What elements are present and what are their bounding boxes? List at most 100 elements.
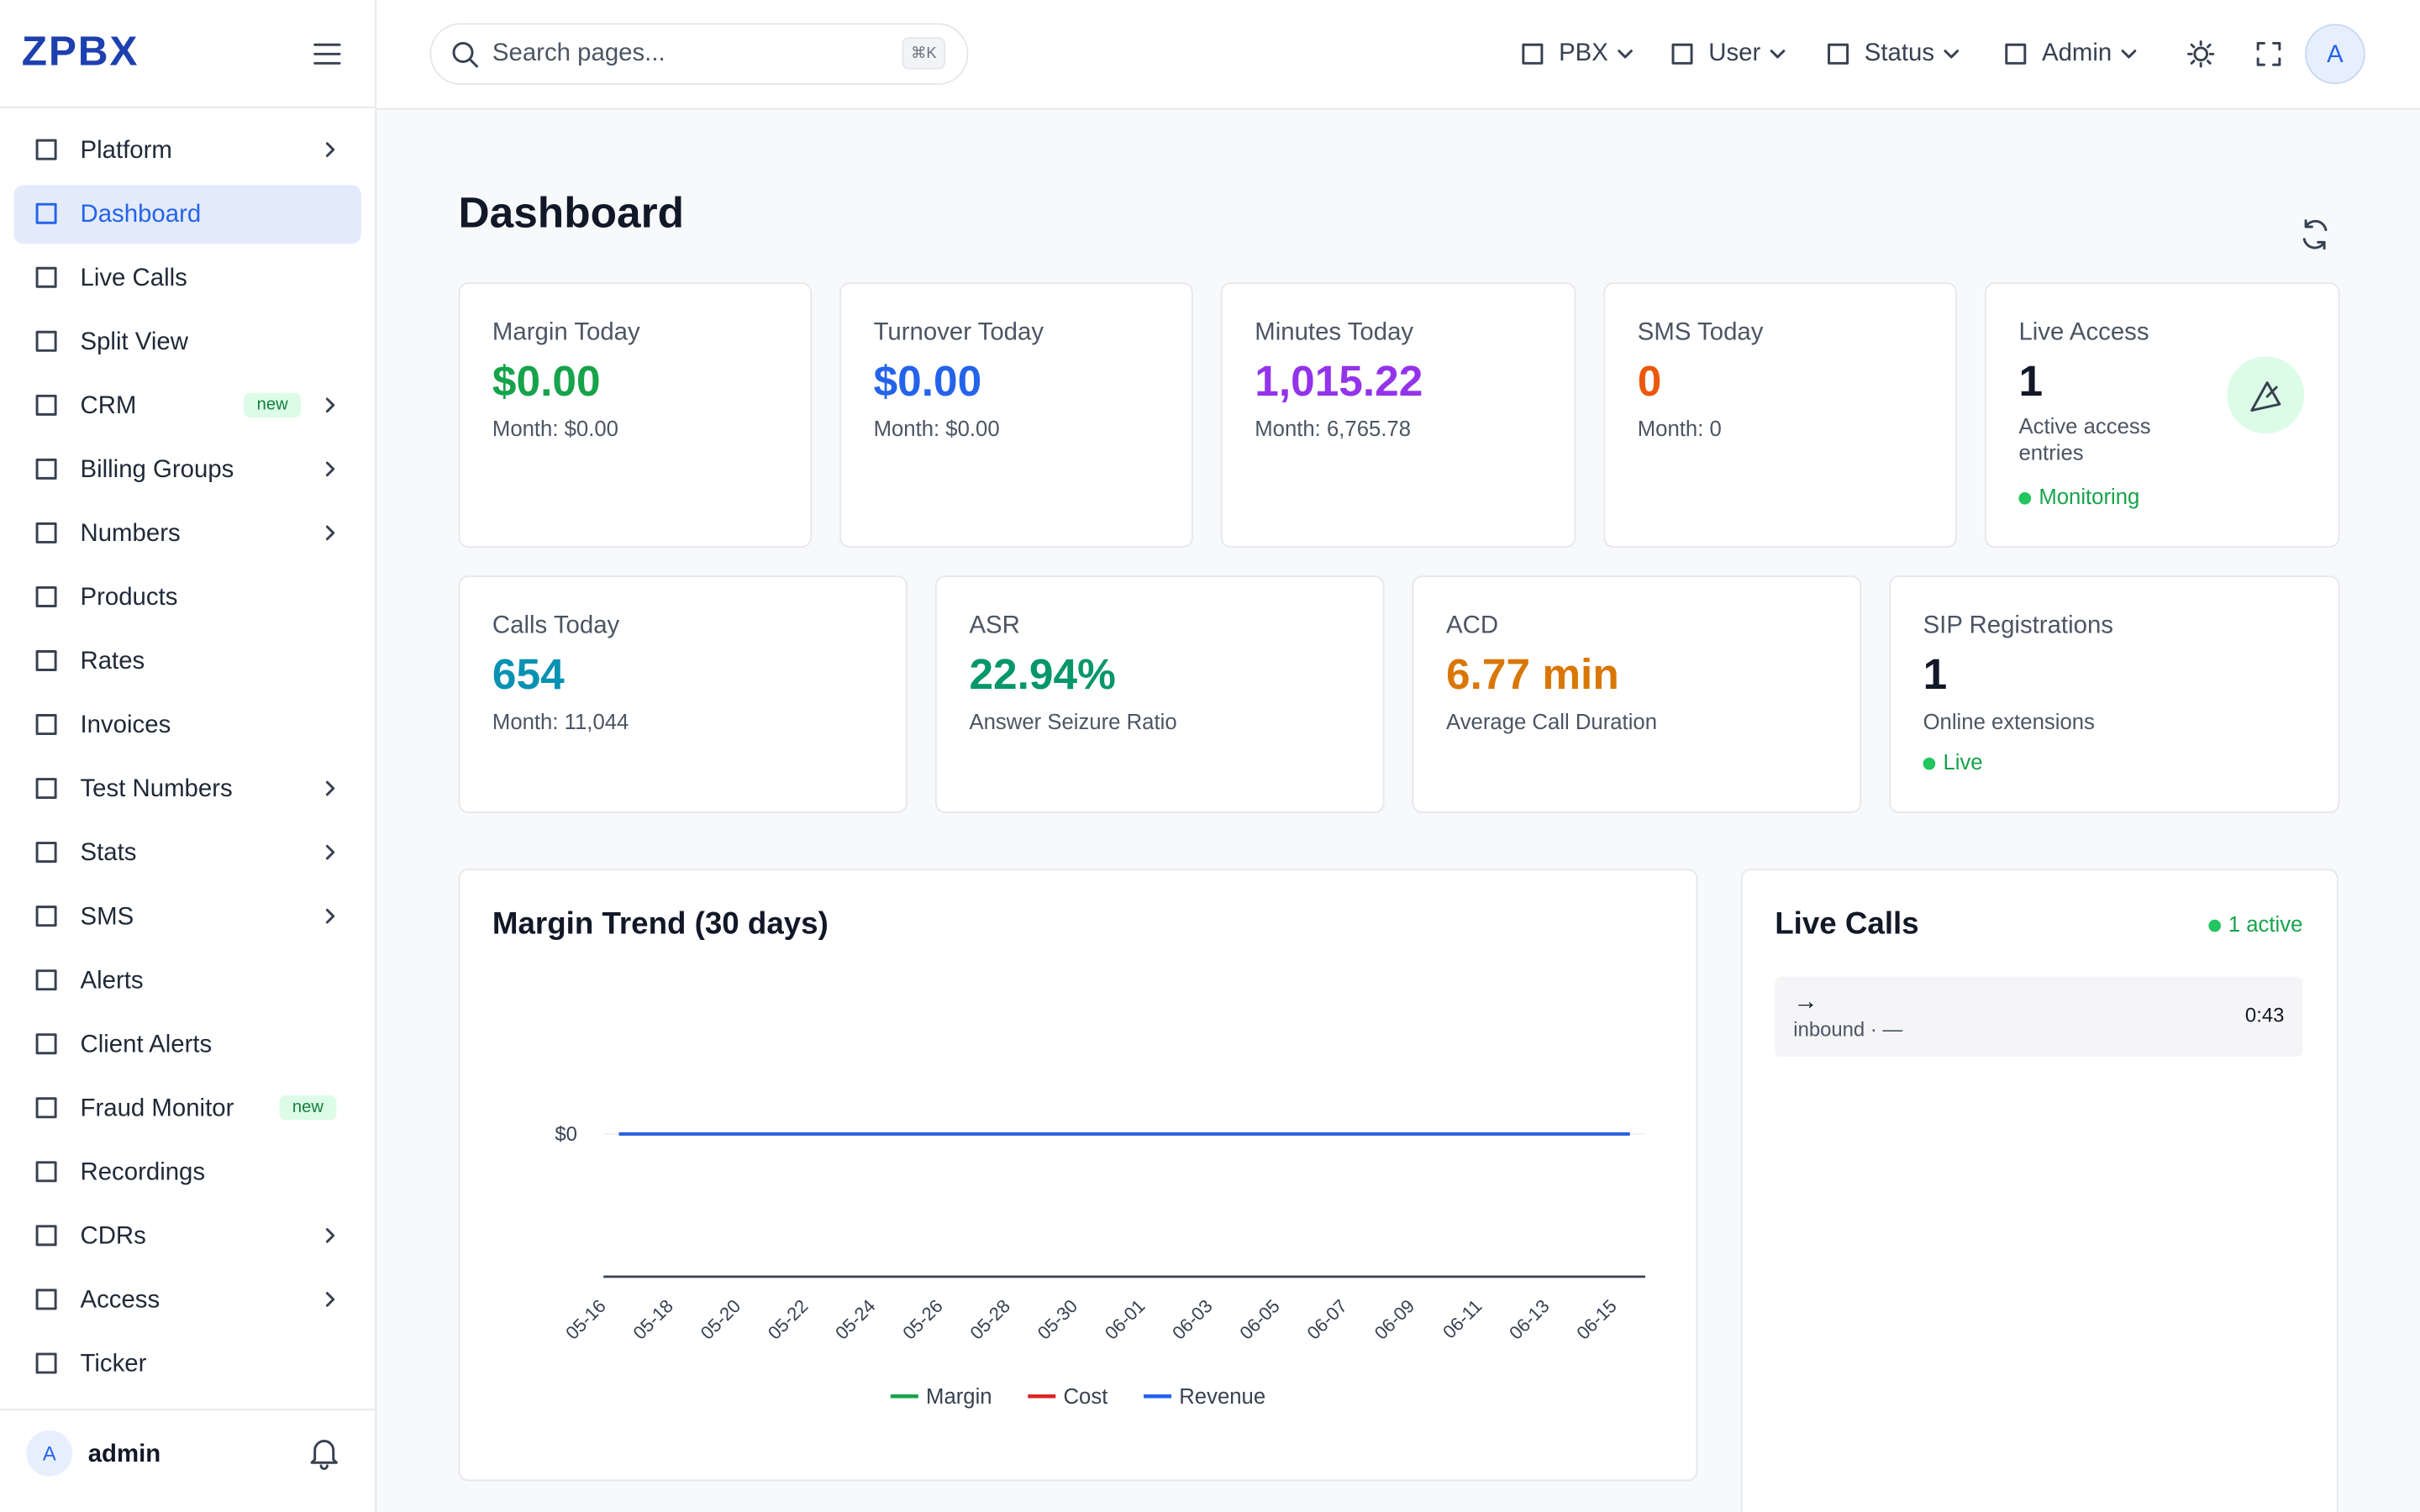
- user-avatar[interactable]: [26, 1430, 73, 1477]
- nav-item[interactable]: Test Numbers: [81, 774, 233, 802]
- top-menu[interactable]: PBX: [1559, 39, 1608, 66]
- search-box[interactable]: [429, 23, 969, 86]
- page-title: Dashboard: [459, 188, 685, 237]
- nav-item[interactable]: Products: [81, 583, 178, 611]
- menu-chevron: [1618, 50, 1633, 59]
- nav-icon: [35, 1161, 57, 1183]
- stat-card: [1220, 282, 1576, 549]
- nav-item[interactable]: Stats: [81, 838, 137, 866]
- nav-icon: [35, 842, 57, 864]
- stat-card: [1889, 575, 2340, 813]
- y-tick-label: $0: [555, 1123, 577, 1146]
- active-nav-bg: [13, 185, 361, 244]
- nav-item[interactable]: Recordings: [81, 1158, 206, 1185]
- nav-item[interactable]: Numbers: [81, 519, 181, 547]
- menu-chevron: [2121, 50, 2137, 59]
- stat-label: ASR: [969, 611, 1019, 638]
- stat-sub: Month: 0: [1638, 417, 1722, 441]
- nav-item[interactable]: Alerts: [81, 966, 144, 994]
- nav-icon: [35, 458, 57, 480]
- nav-icon: [35, 906, 57, 927]
- nav-icon: [35, 1352, 57, 1374]
- nav-item[interactable]: SMS: [81, 902, 134, 930]
- status-dot: [2018, 491, 2032, 505]
- stat-value: 0: [1638, 356, 1662, 405]
- menu-chevron: [1770, 50, 1786, 59]
- menu-chevron: [1944, 50, 1960, 59]
- nav-item[interactable]: Billing Groups: [81, 455, 234, 483]
- menu-icon: [1828, 43, 1849, 65]
- nav-icon: [35, 522, 57, 543]
- stat-card: [458, 575, 908, 813]
- stat-sub: Month: $0.00: [492, 417, 618, 441]
- nav-item[interactable]: Platform: [81, 136, 172, 164]
- nav-icon: [35, 139, 57, 160]
- notifications[interactable]: [310, 1440, 338, 1471]
- stat-sub: Month: 6,765.78: [1255, 417, 1411, 441]
- nav-item[interactable]: Invoices: [81, 711, 171, 738]
- nav-icon: [35, 202, 57, 224]
- nav-chevron: [325, 1292, 335, 1307]
- menu-icon: [1522, 43, 1544, 65]
- status-dot: [2208, 919, 2222, 932]
- nav-icon: [35, 1289, 57, 1310]
- search-icon: [452, 41, 479, 68]
- nav-item[interactable]: Access: [81, 1286, 160, 1314]
- search-placeholder: Search pages...: [492, 39, 666, 66]
- menu-icon: [1671, 43, 1693, 65]
- nav-chevron: [325, 461, 335, 477]
- nav-item[interactable]: Dashboard: [81, 200, 202, 228]
- stat-value: $0.00: [874, 356, 982, 405]
- legend-label: Margin: [926, 1385, 992, 1409]
- call-direction: inbound · —: [1793, 1018, 1902, 1041]
- top-menu[interactable]: Status: [1865, 39, 1934, 66]
- brand: ZPBX: [22, 27, 139, 74]
- nav-item[interactable]: Rates: [81, 647, 145, 675]
- shortcut-key: [902, 37, 945, 70]
- stat-label: Margin Today: [492, 318, 640, 346]
- nav-item[interactable]: CRM: [81, 391, 137, 419]
- top-menu[interactable]: Admin: [2042, 39, 2112, 66]
- nav-icon: [35, 1097, 57, 1119]
- sidebar: [0, 0, 376, 1512]
- nav-chevron: [325, 397, 335, 413]
- refresh[interactable]: [2302, 219, 2328, 250]
- stat-value: 6.77 min: [1446, 649, 1619, 698]
- nav-item[interactable]: Live Calls: [81, 264, 187, 291]
- nav-item[interactable]: Split View: [81, 328, 189, 355]
- stat-sub: Average Call Duration: [1446, 711, 1657, 734]
- user-name: admin: [88, 1440, 161, 1467]
- nav-item[interactable]: CDRs: [81, 1221, 146, 1249]
- nav-item[interactable]: Client Alerts: [81, 1030, 213, 1058]
- nav-icon: [35, 330, 57, 352]
- nav-chevron: [325, 844, 335, 860]
- nav-icon: [35, 394, 57, 416]
- stat-value: 654: [492, 649, 565, 698]
- stat-card: [1985, 282, 2340, 549]
- top-menu[interactable]: User: [1708, 39, 1760, 66]
- nav-item[interactable]: Ticker: [81, 1350, 147, 1378]
- nav-icon: [35, 650, 57, 671]
- top-avatar[interactable]: [2305, 24, 2365, 85]
- top-avatar-letter: A: [2327, 40, 2344, 68]
- menu-toggle[interactable]: [313, 43, 341, 65]
- access-icon: [2250, 381, 2281, 412]
- badge: new: [292, 1098, 324, 1116]
- theme-toggle[interactable]: [2187, 40, 2215, 68]
- nav-icon: [35, 585, 57, 607]
- badge-bg: [244, 392, 302, 418]
- stat-value: 1,015.22: [1255, 356, 1423, 405]
- nav-icon: [35, 714, 57, 736]
- chart-card: [458, 869, 1698, 1482]
- user-avatar-letter: A: [43, 1442, 56, 1465]
- nav-chevron: [325, 908, 335, 924]
- stat-value: $0.00: [492, 356, 601, 405]
- stat-sub: Online extensions: [1923, 711, 2095, 734]
- badge-bg: [279, 1095, 337, 1121]
- nav-item[interactable]: Fraud Monitor: [81, 1094, 234, 1121]
- stat-value: 1: [2018, 356, 2043, 405]
- stat-label: SIP Registrations: [1923, 611, 2113, 638]
- fullscreen-toggle[interactable]: [2256, 41, 2281, 66]
